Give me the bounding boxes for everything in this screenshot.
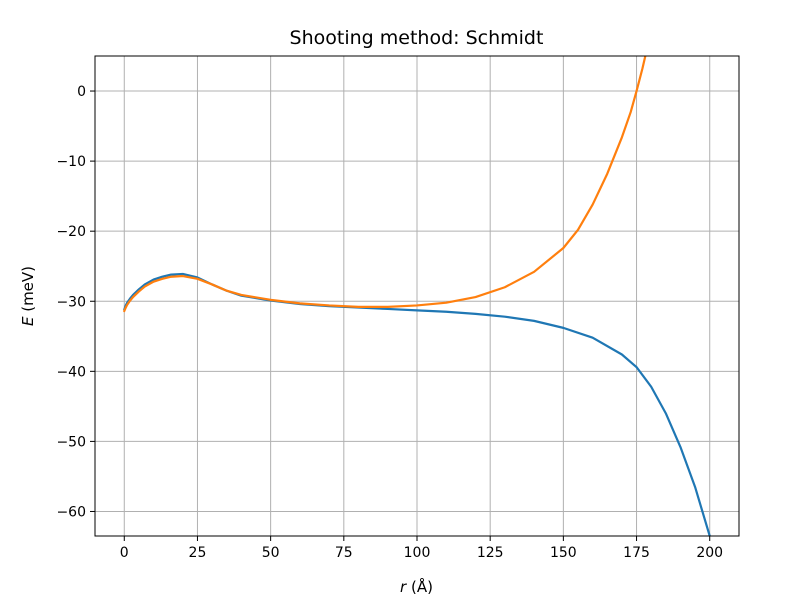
x-tick-label: 100	[404, 545, 431, 561]
x-tick-label: 50	[262, 545, 280, 561]
grid	[95, 56, 739, 536]
y-tick-label: −50	[56, 434, 86, 450]
x-tick-label: 150	[550, 545, 577, 561]
y-axis-label-var: E	[19, 316, 37, 326]
x-axis: 0 25 50 75 100 125 150 175 200	[120, 536, 723, 561]
chart-title: Shooting method: Schmidt	[290, 27, 544, 49]
x-tick-label: 125	[477, 545, 504, 561]
y-axis: 0 −10 −20 −30 −40 −50 −60	[56, 84, 95, 520]
x-tick-label: 175	[623, 545, 650, 561]
y-tick-label: 0	[77, 84, 86, 100]
series-line-2	[123, 56, 647, 313]
y-tick-label: −10	[56, 154, 86, 170]
y-tick-label: −60	[56, 504, 86, 520]
y-tick-label: −30	[56, 294, 86, 310]
x-tick-label: 0	[120, 545, 129, 561]
y-tick-label: −20	[56, 224, 86, 240]
y-axis-label: E (meV)	[19, 266, 37, 326]
x-axis-label-var: r	[400, 578, 407, 596]
x-axis-label: r (Å)	[400, 577, 433, 596]
x-tick-label: 75	[335, 545, 353, 561]
y-axis-label-unit: (meV)	[19, 266, 37, 317]
y-tick-label: −40	[56, 364, 86, 380]
x-axis-label-unit: (Å)	[406, 577, 433, 596]
x-tick-label: 25	[189, 545, 207, 561]
x-tick-label: 200	[696, 545, 723, 561]
series-layer	[123, 56, 711, 536]
